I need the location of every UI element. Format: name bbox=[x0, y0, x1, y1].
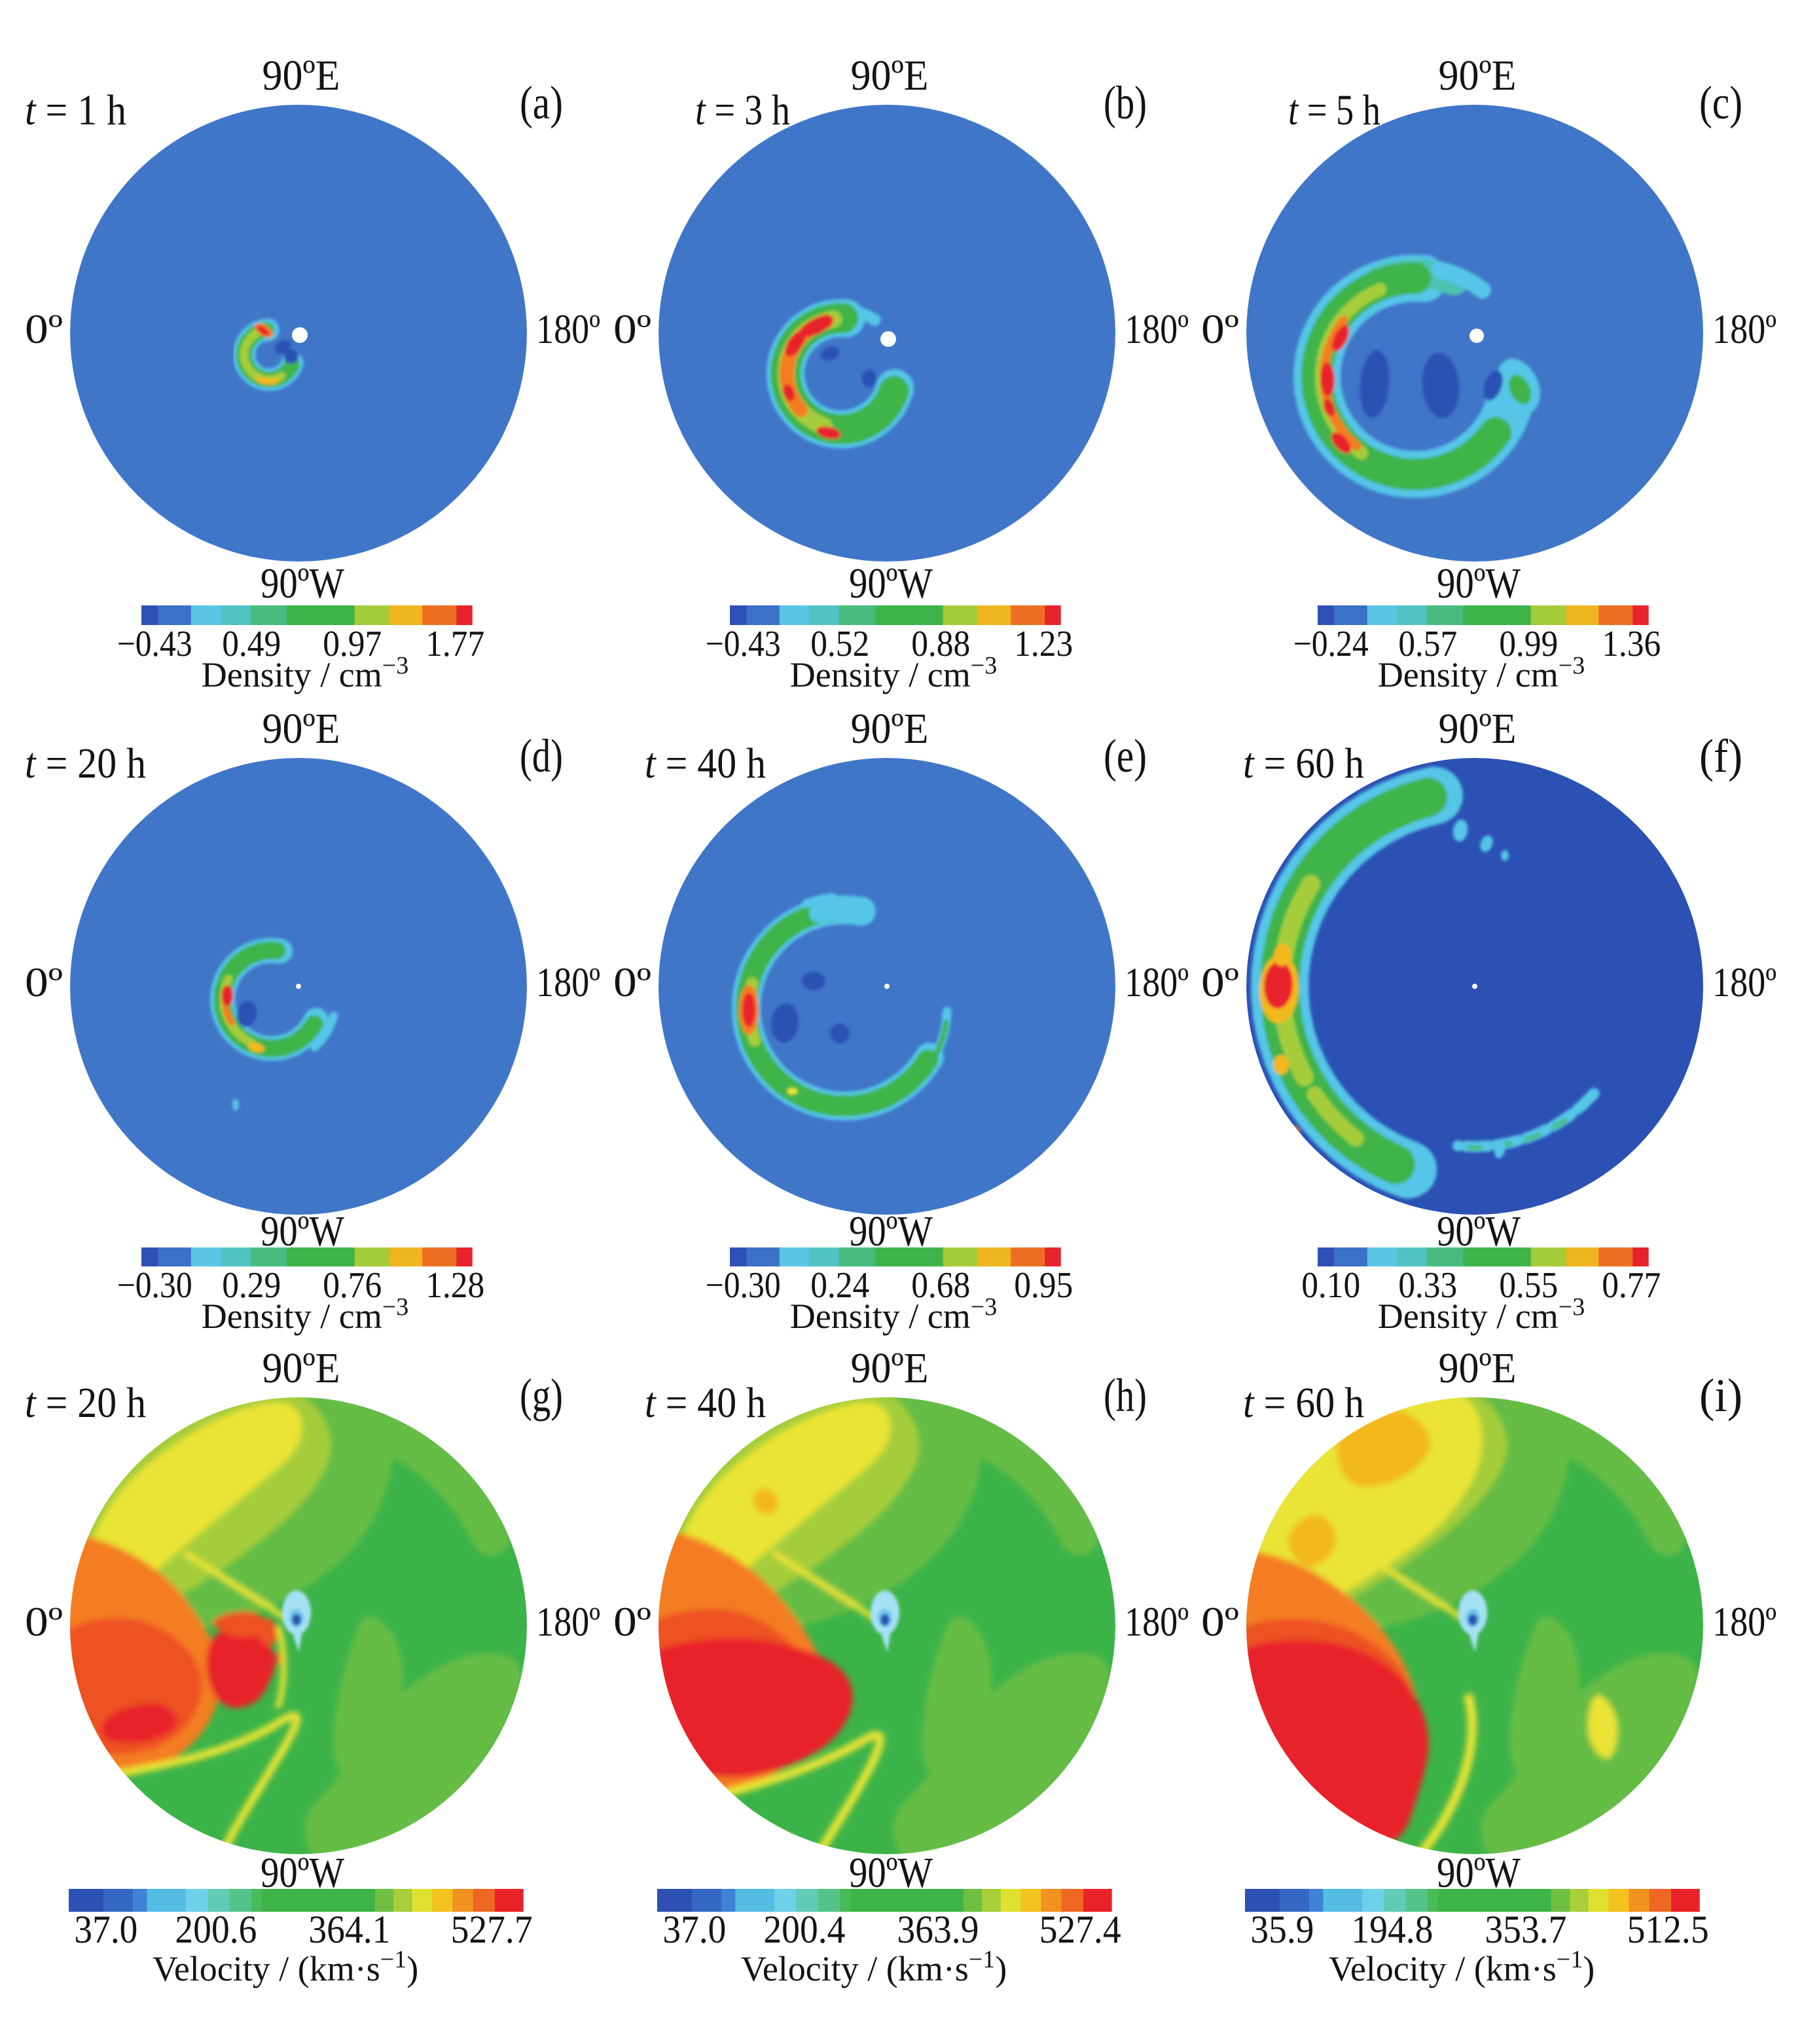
svg-text:0.97: 0.97 bbox=[323, 624, 382, 664]
svg-text:180º: 180º bbox=[1125, 306, 1189, 352]
svg-text:90ºE: 90ºE bbox=[1439, 705, 1517, 753]
svg-text:(c): (c) bbox=[1699, 77, 1742, 129]
svg-text:180º: 180º bbox=[536, 959, 600, 1005]
svg-text:(a): (a) bbox=[520, 77, 563, 129]
svg-text:37.0: 37.0 bbox=[662, 1908, 726, 1951]
svg-text:90ºW: 90ºW bbox=[261, 1849, 345, 1897]
svg-text:Density / cm−3: Density / cm−3 bbox=[790, 1293, 997, 1336]
svg-text:0.76: 0.76 bbox=[323, 1265, 382, 1306]
svg-text:90ºW: 90ºW bbox=[1437, 1849, 1521, 1897]
svg-text:90ºE: 90ºE bbox=[262, 52, 340, 99]
svg-text:(i): (i) bbox=[1699, 1369, 1742, 1422]
svg-text:t = 20 h: t = 20 h bbox=[25, 740, 146, 787]
svg-text:t = 40 h: t = 40 h bbox=[645, 740, 766, 787]
svg-text:0º: 0º bbox=[1201, 1598, 1239, 1645]
svg-text:t = 60 h: t = 60 h bbox=[1243, 1379, 1364, 1427]
svg-text:90ºE: 90ºE bbox=[1439, 52, 1517, 99]
svg-text:194.8: 194.8 bbox=[1351, 1908, 1433, 1951]
svg-text:Density / cm−3: Density / cm−3 bbox=[202, 652, 408, 694]
svg-text:180º: 180º bbox=[1712, 306, 1777, 352]
svg-text:90ºW: 90ºW bbox=[849, 560, 933, 607]
svg-text:t = 40 h: t = 40 h bbox=[645, 1379, 766, 1427]
svg-text:363.9: 363.9 bbox=[897, 1908, 979, 1951]
svg-text:353.7: 353.7 bbox=[1485, 1908, 1566, 1951]
svg-text:90ºW: 90ºW bbox=[1437, 560, 1521, 607]
svg-text:−0.43: −0.43 bbox=[706, 624, 781, 664]
svg-text:90ºE: 90ºE bbox=[851, 1344, 929, 1392]
svg-text:200.6: 200.6 bbox=[175, 1908, 257, 1951]
svg-text:0.57: 0.57 bbox=[1398, 624, 1457, 664]
svg-text:0.68: 0.68 bbox=[911, 1265, 970, 1306]
svg-text:90ºE: 90ºE bbox=[262, 705, 340, 753]
svg-text:t = 3 h: t = 3 h bbox=[695, 86, 790, 134]
svg-text:Density / cm−3: Density / cm−3 bbox=[1378, 1293, 1585, 1336]
svg-text:0.52: 0.52 bbox=[810, 624, 869, 664]
svg-text:Density / cm−3: Density / cm−3 bbox=[790, 652, 997, 694]
svg-text:0.24: 0.24 bbox=[810, 1265, 869, 1306]
svg-text:180º: 180º bbox=[1125, 1598, 1189, 1645]
svg-text:−0.24: −0.24 bbox=[1293, 624, 1369, 664]
svg-text:0.88: 0.88 bbox=[911, 624, 970, 664]
svg-text:90ºE: 90ºE bbox=[851, 52, 929, 99]
svg-text:Density / cm−3: Density / cm−3 bbox=[1378, 652, 1585, 694]
svg-text:90ºE: 90ºE bbox=[1439, 1344, 1517, 1392]
svg-text:0.33: 0.33 bbox=[1398, 1265, 1457, 1306]
svg-text:200.4: 200.4 bbox=[763, 1908, 845, 1951]
svg-text:527.7: 527.7 bbox=[451, 1908, 533, 1951]
svg-text:0.95: 0.95 bbox=[1014, 1265, 1073, 1306]
svg-text:Velocity / (km·s−1): Velocity / (km·s−1) bbox=[153, 1946, 418, 1988]
svg-text:−0.30: −0.30 bbox=[706, 1265, 781, 1306]
svg-text:90ºE: 90ºE bbox=[262, 1344, 340, 1392]
svg-text:(b): (b) bbox=[1104, 77, 1147, 129]
svg-text:(d): (d) bbox=[520, 730, 563, 782]
svg-text:0.55: 0.55 bbox=[1499, 1265, 1558, 1306]
svg-text:0º: 0º bbox=[25, 1598, 63, 1645]
svg-text:t = 1 h: t = 1 h bbox=[25, 86, 126, 134]
svg-text:(h): (h) bbox=[1104, 1369, 1147, 1422]
svg-text:0.49: 0.49 bbox=[222, 624, 281, 664]
svg-text:0.77: 0.77 bbox=[1602, 1265, 1661, 1306]
svg-text:(e): (e) bbox=[1104, 730, 1147, 782]
svg-text:180º: 180º bbox=[1125, 959, 1189, 1005]
svg-text:0.10: 0.10 bbox=[1301, 1265, 1360, 1306]
svg-text:512.5: 512.5 bbox=[1627, 1908, 1709, 1951]
svg-text:180º: 180º bbox=[536, 306, 600, 352]
svg-text:0º: 0º bbox=[25, 306, 63, 352]
svg-text:t = 5 h: t = 5 h bbox=[1288, 86, 1380, 134]
svg-text:90ºW: 90ºW bbox=[849, 1849, 933, 1897]
svg-text:0º: 0º bbox=[1201, 306, 1239, 352]
svg-text:0º: 0º bbox=[1201, 959, 1239, 1005]
svg-text:0.99: 0.99 bbox=[1499, 624, 1558, 664]
svg-text:Velocity / (km·s−1): Velocity / (km·s−1) bbox=[1329, 1946, 1595, 1988]
svg-text:0º: 0º bbox=[613, 306, 651, 352]
svg-text:180º: 180º bbox=[1712, 959, 1777, 1005]
svg-text:90ºW: 90ºW bbox=[849, 1208, 933, 1255]
svg-text:(f): (f) bbox=[1699, 730, 1742, 782]
svg-text:(g): (g) bbox=[520, 1369, 563, 1422]
svg-text:90ºW: 90ºW bbox=[1437, 1208, 1521, 1255]
svg-text:35.9: 35.9 bbox=[1250, 1908, 1314, 1951]
svg-text:180º: 180º bbox=[536, 1598, 600, 1645]
svg-text:−0.43: −0.43 bbox=[117, 624, 192, 664]
svg-text:1.28: 1.28 bbox=[425, 1265, 484, 1306]
svg-text:1.77: 1.77 bbox=[425, 624, 484, 664]
svg-text:t = 60 h: t = 60 h bbox=[1243, 740, 1364, 787]
svg-text:37.0: 37.0 bbox=[74, 1908, 137, 1951]
svg-text:t = 20 h: t = 20 h bbox=[25, 1379, 146, 1427]
svg-text:Density / cm−3: Density / cm−3 bbox=[202, 1293, 408, 1336]
svg-text:0º: 0º bbox=[613, 1598, 651, 1645]
svg-text:90ºW: 90ºW bbox=[261, 1208, 345, 1255]
svg-text:90ºE: 90ºE bbox=[851, 705, 929, 753]
svg-text:Velocity / (km·s−1): Velocity / (km·s−1) bbox=[741, 1946, 1007, 1988]
svg-text:0º: 0º bbox=[613, 959, 651, 1005]
svg-text:0.29: 0.29 bbox=[222, 1265, 281, 1306]
svg-text:−0.30: −0.30 bbox=[117, 1265, 192, 1306]
svg-text:527.4: 527.4 bbox=[1039, 1908, 1121, 1951]
svg-text:0º: 0º bbox=[25, 959, 63, 1005]
svg-text:1.36: 1.36 bbox=[1602, 624, 1661, 664]
svg-text:364.1: 364.1 bbox=[308, 1908, 390, 1951]
svg-text:1.23: 1.23 bbox=[1014, 624, 1073, 664]
svg-text:180º: 180º bbox=[1712, 1598, 1777, 1645]
svg-text:90ºW: 90ºW bbox=[261, 560, 345, 607]
